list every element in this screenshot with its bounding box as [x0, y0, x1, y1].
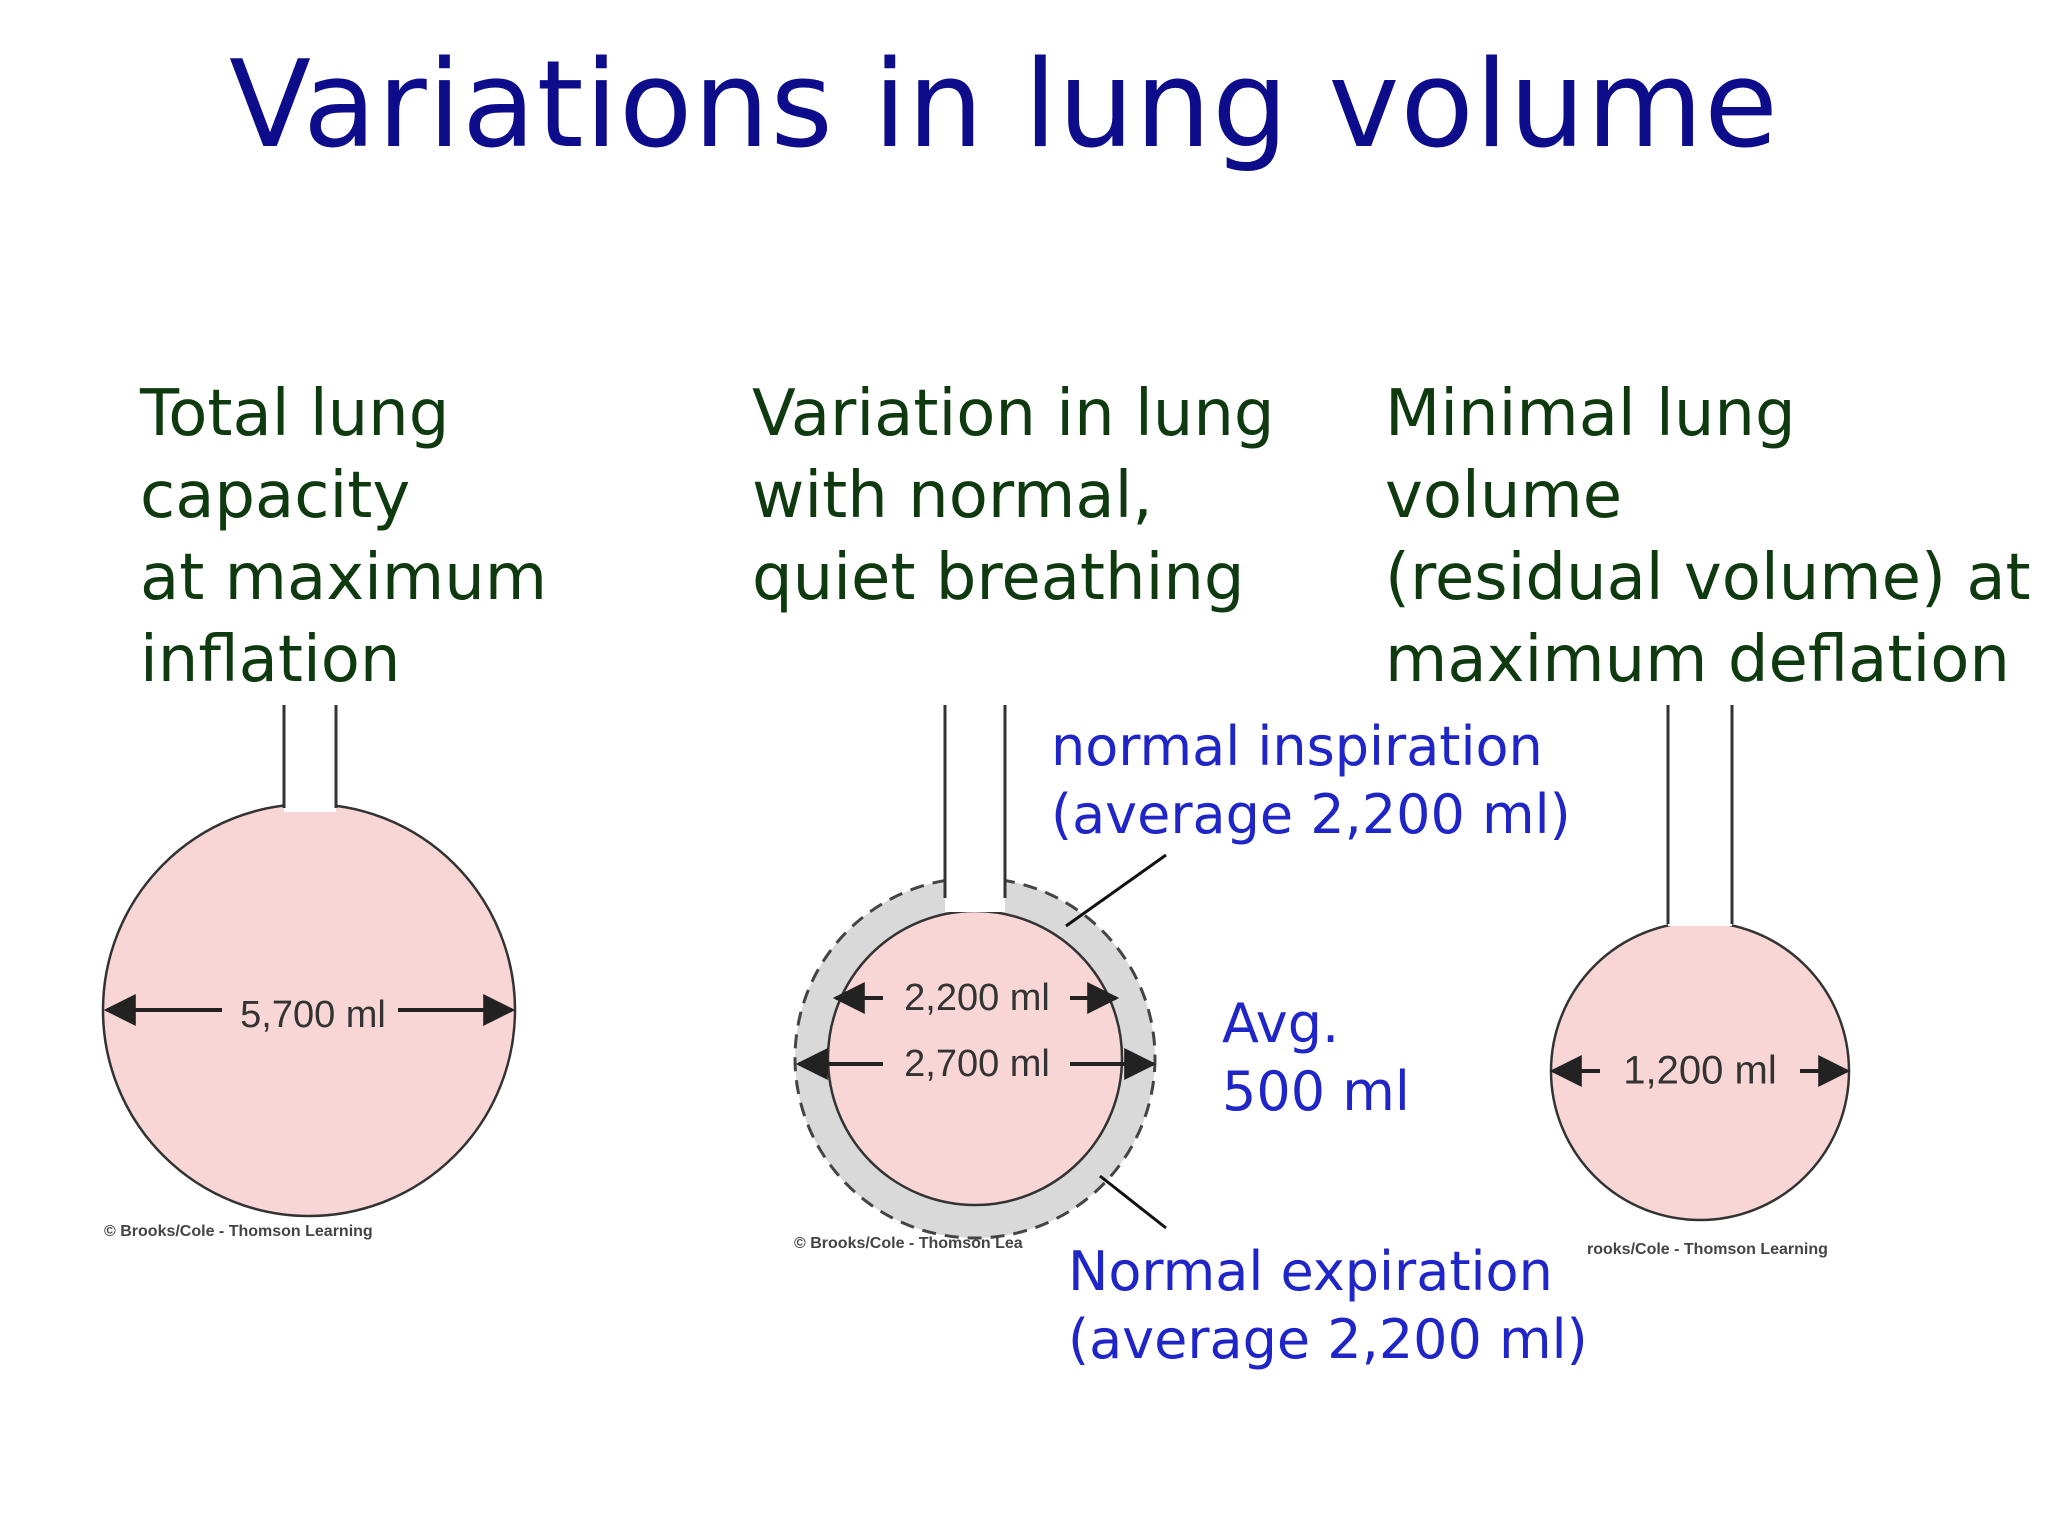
- outer-volume-label: 2,700 ml: [904, 1043, 1050, 1085]
- heading-residual-volume: Minimal lung volume (residual volume) at…: [1385, 377, 2031, 697]
- expiration-leader-line: [1099, 1174, 1167, 1230]
- total-capacity-label: 5,700 ml: [240, 994, 386, 1036]
- airway-gap: [284, 700, 336, 812]
- copyright-credit: © Brooks/Cole - Thomson Learning: [104, 1223, 373, 1240]
- inner-volume-label: 2,200 ml: [904, 977, 1050, 1019]
- copyright-credit: rooks/Cole - Thomson Learning: [1587, 1241, 1828, 1258]
- slide-title: Variations in lung volume: [229, 36, 1779, 175]
- lung-diagram-total-capacity: 5,700 ml © Brooks/Cole - Thomson Learnin…: [101, 700, 517, 1240]
- copyright-credit: © Brooks/Cole - Thomson Lea: [794, 1235, 1023, 1252]
- airway-gap: [1668, 700, 1732, 926]
- annotation-normal-expiration: Normal expiration (average 2,200 ml): [1068, 1240, 1588, 1371]
- residual-volume-label: 1,200 ml: [1623, 1049, 1776, 1093]
- heading-total-capacity: Total lung capacity at maximum inflation: [140, 377, 548, 697]
- inspiration-leader-line: [1065, 853, 1167, 928]
- heading-quiet-breathing: Variation in lung with normal, quiet bre…: [752, 377, 1275, 615]
- lung-diagram-quiet-breathing: 2,200 ml 2,700 ml © Brooks/Cole - Thomso…: [793, 700, 1167, 1252]
- annotation-normal-inspiration: normal inspiration (average 2,200 ml): [1051, 715, 1571, 846]
- annotation-average-volume: Avg. 500 ml: [1222, 992, 1410, 1123]
- lung-diagram-residual-volume: 1,200 ml rooks/Cole - Thomson Learning: [1549, 700, 1851, 1258]
- airway-gap: [945, 700, 1005, 912]
